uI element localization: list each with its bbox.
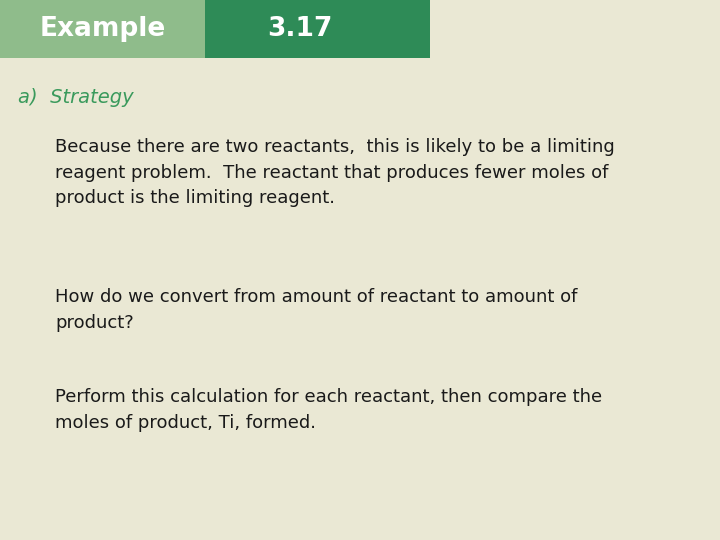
Text: How do we convert from amount of reactant to amount of
product?: How do we convert from amount of reactan… [55,288,577,332]
Text: Because there are two reactants,  this is likely to be a limiting
reagent proble: Because there are two reactants, this is… [55,138,615,207]
Text: a)  Strategy: a) Strategy [18,88,134,107]
Text: Perform this calculation for each reactant, then compare the
moles of product, T: Perform this calculation for each reacta… [55,388,602,431]
Text: 3.17: 3.17 [267,16,332,42]
FancyBboxPatch shape [205,0,430,58]
FancyBboxPatch shape [0,0,205,58]
Text: Example: Example [40,16,166,42]
